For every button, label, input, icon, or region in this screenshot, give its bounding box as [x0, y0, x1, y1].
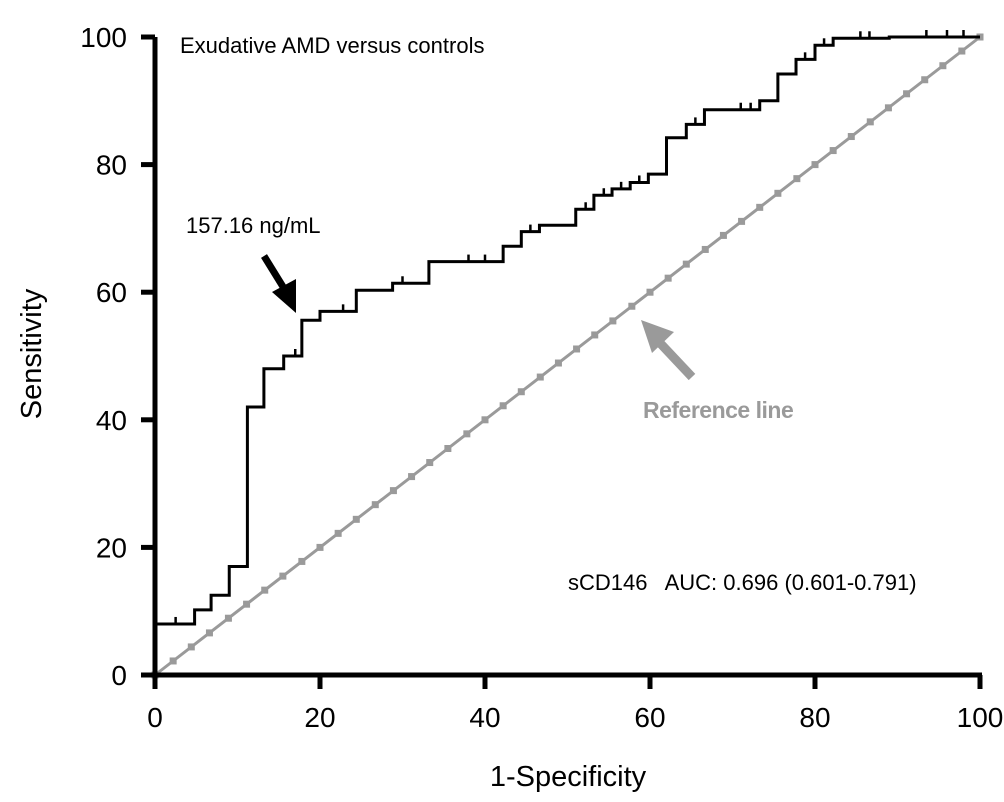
- reference-point-25: [609, 317, 617, 325]
- reference-point-37: [829, 147, 837, 155]
- reference-point-3: [205, 629, 213, 637]
- reference-point-15: [426, 459, 434, 467]
- reference-point-6: [261, 586, 269, 594]
- reference-point-12: [371, 501, 379, 509]
- chart-title: Exudative AMD versus controls: [180, 33, 484, 58]
- reference-point-9: [316, 543, 324, 551]
- auc-annotation: sCD146 AUC: 0.696 (0.601-0.791): [568, 570, 917, 595]
- reference-point-26: [628, 302, 636, 310]
- roc-curve-layer: [153, 30, 980, 675]
- reference-line: [154, 35, 981, 677]
- reference-line-layer: [151, 33, 984, 679]
- reference-point-24: [591, 331, 599, 339]
- reference-point-22: [554, 359, 562, 367]
- reference-point-14: [408, 473, 416, 481]
- ticks-layer: 0 20 40 60 80 100 0 20 40 60 80 100: [80, 22, 1003, 733]
- x-tick-label-100: 100: [957, 702, 1004, 733]
- reference-point-27: [646, 288, 654, 296]
- reference-point-36: [811, 161, 819, 169]
- reference-point-42: [921, 76, 929, 84]
- y-tick-label-20: 20: [96, 532, 127, 563]
- reference-point-7: [279, 572, 287, 580]
- reference-point-38: [847, 133, 855, 141]
- y-axis-label: Sensitivity: [16, 288, 48, 419]
- reference-point-20: [517, 388, 525, 396]
- cutoff-annotation: 157.16 ng/mL: [186, 213, 321, 238]
- reference-point-28: [664, 274, 672, 282]
- reference-point-16: [444, 445, 452, 453]
- reference-arrow-icon: [641, 320, 696, 381]
- reference-line-label: Reference line: [643, 397, 793, 423]
- x-tick-label-0: 0: [147, 702, 163, 733]
- cutoff-arrow-icon: [261, 254, 296, 313]
- x-tick-label-20: 20: [304, 702, 335, 733]
- reference-point-35: [793, 175, 801, 183]
- y-tick-label-40: 40: [96, 405, 127, 436]
- x-tick-label-80: 80: [799, 702, 830, 733]
- reference-point-2: [187, 643, 195, 651]
- reference-point-13: [389, 487, 397, 495]
- reference-point-8: [298, 557, 306, 565]
- reference-point-1: [169, 657, 177, 665]
- x-axis-label: 1-Specificity: [490, 761, 647, 793]
- reference-point-11: [352, 515, 360, 523]
- reference-point-21: [536, 373, 544, 381]
- reference-point-30: [701, 245, 709, 253]
- reference-point-23: [573, 345, 581, 353]
- reference-point-18: [481, 416, 489, 424]
- reference-point-33: [756, 203, 764, 211]
- roc-curve-sCD146: [153, 35, 980, 675]
- reference-point-34: [774, 189, 782, 197]
- reference-point-4: [224, 614, 232, 622]
- reference-point-31: [719, 231, 727, 239]
- reference-point-44: [958, 47, 966, 55]
- reference-point-19: [499, 402, 507, 410]
- reference-point-43: [939, 62, 947, 70]
- reference-point-40: [884, 104, 892, 112]
- reference-point-10: [334, 529, 342, 537]
- x-tick-label-60: 60: [634, 702, 665, 733]
- y-tick-label-80: 80: [96, 150, 127, 181]
- x-tick-label-40: 40: [469, 702, 500, 733]
- y-tick-label-0: 0: [111, 660, 127, 691]
- y-tick-label-60: 60: [96, 277, 127, 308]
- reference-point-29: [682, 260, 690, 268]
- reference-point-41: [903, 90, 911, 98]
- y-tick-label-100: 100: [80, 22, 127, 53]
- axes-layer: [152, 37, 982, 678]
- reference-point-5: [243, 600, 251, 608]
- reference-point-39: [866, 118, 874, 126]
- reference-point-17: [463, 430, 471, 438]
- reference-point-32: [738, 217, 746, 225]
